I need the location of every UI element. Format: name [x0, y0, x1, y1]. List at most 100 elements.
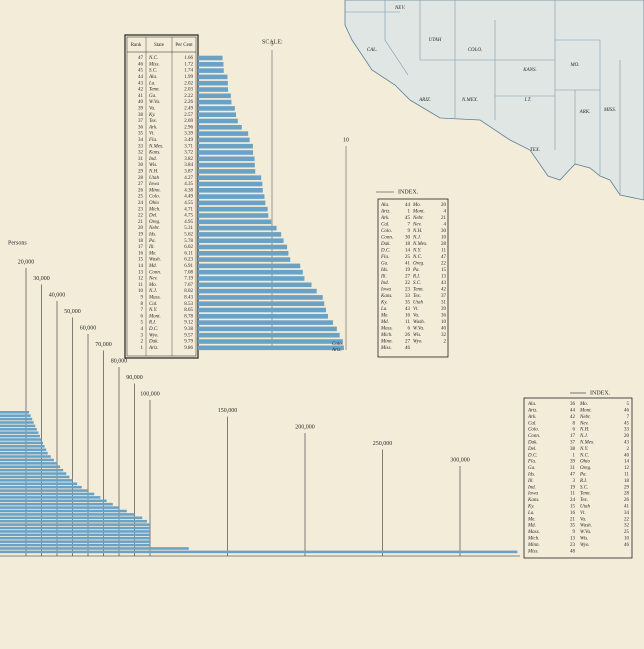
bar	[198, 276, 305, 281]
index-entry: W.Va.	[580, 530, 591, 535]
index-entry: 45	[624, 421, 630, 426]
bar	[198, 345, 344, 351]
rank: 1	[141, 346, 144, 351]
unit-label: Persons	[8, 240, 27, 246]
tick-label: 50,000	[64, 309, 81, 315]
rank: 2	[141, 340, 144, 345]
rank-table-inner	[126, 36, 197, 357]
percent: 7.08	[184, 270, 193, 275]
index-entry: Dak.	[527, 441, 538, 446]
state: Ark.	[148, 125, 157, 130]
rank: 10	[138, 289, 144, 294]
index-entry: Ark.	[527, 415, 536, 420]
index-entry: 25	[405, 255, 411, 260]
state: Mont.	[148, 314, 161, 319]
index-entry: 40	[624, 453, 630, 458]
bar	[198, 87, 229, 92]
bar	[0, 458, 54, 462]
percent: 2.96	[184, 125, 193, 130]
index-entry: 44	[405, 203, 411, 208]
index-entry: 23	[405, 288, 411, 293]
index-entry: Wyo.	[580, 543, 590, 548]
percent: 3.39	[184, 132, 193, 137]
bar	[198, 339, 343, 344]
percent: 4.38	[184, 188, 193, 193]
index-entry: 39	[441, 307, 447, 312]
bar	[198, 99, 232, 105]
percent: 2.57	[184, 113, 193, 118]
tick-label: 200,000	[295, 424, 315, 430]
percent: 8.02	[184, 289, 193, 294]
state: Utah	[149, 176, 160, 181]
index-entry: Fla.	[380, 255, 389, 260]
rank: 19	[138, 233, 144, 238]
map-label: MISS.	[603, 108, 616, 113]
rank: 34	[138, 138, 144, 143]
rank: 6	[141, 314, 144, 319]
index-entry: 14	[405, 249, 411, 254]
index-entry: 15	[570, 505, 576, 510]
index-entry: Wash.	[413, 320, 425, 325]
bar	[0, 502, 113, 506]
state: D.C.	[148, 327, 158, 332]
index-entry: 36	[570, 402, 576, 407]
index-entry: 16	[405, 314, 411, 319]
index-entry: 37	[570, 441, 576, 446]
index-entry: 9	[573, 530, 576, 535]
index-entry: R.I.	[412, 275, 420, 280]
state: Wyo.	[149, 333, 159, 338]
state: Conn.	[149, 270, 161, 275]
percent: 2.26	[184, 100, 193, 105]
index-entry: Mont.	[579, 409, 592, 414]
bar	[198, 175, 262, 180]
index-entry: Ala.	[527, 402, 536, 407]
map-label: UTAH	[429, 38, 442, 43]
bar	[0, 445, 45, 448]
index-entry: 24	[570, 498, 576, 503]
index-entry: Oreg.	[413, 262, 424, 267]
bar	[0, 547, 189, 550]
state: Ohio	[149, 201, 160, 206]
percent: 6.11	[184, 251, 193, 256]
table-header: Rank	[131, 43, 142, 48]
index-entry: Nebr.	[579, 415, 591, 420]
index-entry: Mich.	[527, 537, 540, 542]
index-entry: 11	[624, 473, 629, 478]
index-entry: La.	[380, 307, 388, 312]
rank: 8	[141, 302, 144, 307]
bar	[0, 533, 150, 537]
rank: 31	[138, 157, 144, 162]
percent: 6.91	[184, 264, 193, 269]
bar	[198, 269, 303, 275]
bar	[0, 421, 34, 424]
index-entry: 27	[405, 275, 411, 280]
index-entry: Ga.	[381, 262, 388, 267]
bar	[0, 438, 42, 441]
rank: 20	[138, 226, 144, 231]
state: R.I.	[148, 321, 156, 326]
map-borders	[345, 0, 621, 195]
index-entry: Mo.	[579, 402, 588, 407]
state: Fla.	[148, 138, 157, 143]
bar	[198, 282, 312, 288]
bar	[0, 472, 67, 475]
index-entry: 9	[408, 229, 411, 234]
percent: 3.82	[184, 157, 193, 162]
index-entry: Mass.	[527, 530, 540, 535]
index-entry: Ill.	[527, 479, 534, 484]
rank: 24	[138, 201, 144, 206]
index-entry: Conn.	[528, 434, 540, 439]
state: Ill.	[148, 245, 155, 250]
index-entry: 36	[441, 314, 447, 319]
index-entry: Mo.	[412, 203, 421, 208]
index-entry: Del.	[527, 447, 536, 452]
bar	[0, 530, 150, 533]
state: Tex.	[149, 119, 157, 124]
index-entry: Md.	[527, 524, 536, 529]
rank: 22	[138, 214, 144, 219]
index-entry: Miss.	[527, 549, 539, 554]
state: Wash.	[149, 258, 161, 263]
bar	[198, 106, 235, 111]
